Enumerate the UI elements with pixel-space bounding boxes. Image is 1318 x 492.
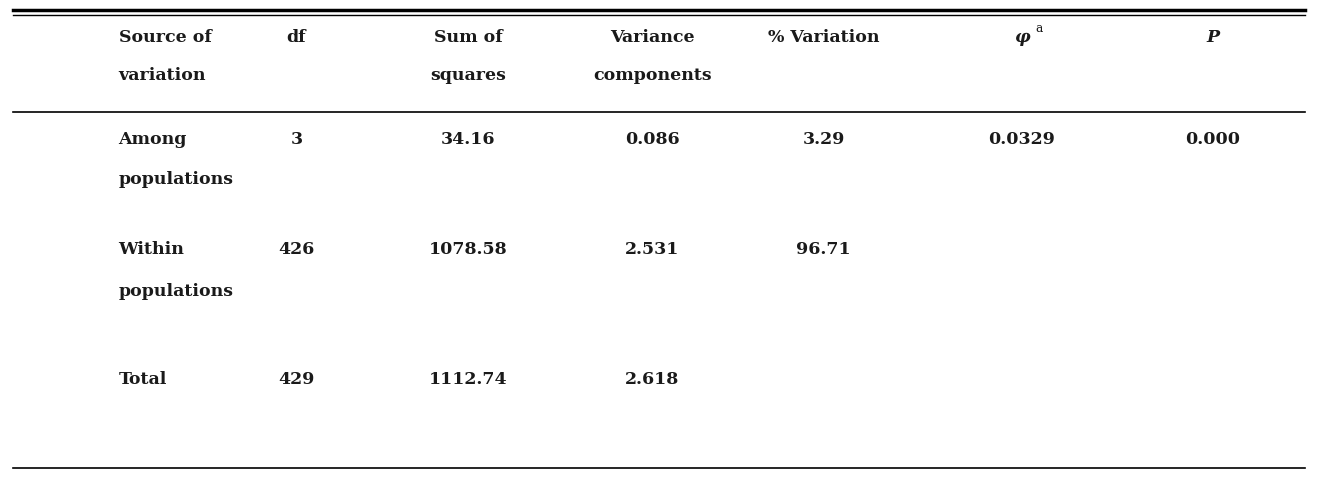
- Text: φ: φ: [1014, 30, 1029, 47]
- Text: 3: 3: [290, 131, 303, 149]
- Text: 3.29: 3.29: [803, 131, 845, 149]
- Text: Within: Within: [119, 242, 185, 258]
- Text: populations: populations: [119, 283, 233, 301]
- Text: 1112.74: 1112.74: [428, 371, 507, 389]
- Text: populations: populations: [119, 172, 233, 188]
- Text: df: df: [287, 30, 306, 47]
- Text: Sum of: Sum of: [434, 30, 502, 47]
- Text: Total: Total: [119, 371, 167, 389]
- Text: 34.16: 34.16: [440, 131, 496, 149]
- Text: Source of: Source of: [119, 30, 211, 47]
- Text: components: components: [593, 66, 712, 84]
- Text: 2.618: 2.618: [625, 371, 680, 389]
- Text: a: a: [1036, 22, 1043, 34]
- Text: 429: 429: [278, 371, 315, 389]
- Text: 0.086: 0.086: [625, 131, 680, 149]
- Text: % Variation: % Variation: [768, 30, 879, 47]
- Text: Variance: Variance: [610, 30, 695, 47]
- Text: 1078.58: 1078.58: [428, 242, 507, 258]
- Text: 0.000: 0.000: [1185, 131, 1240, 149]
- Text: Among: Among: [119, 131, 187, 149]
- Text: squares: squares: [430, 66, 506, 84]
- Text: 426: 426: [278, 242, 315, 258]
- Text: 0.0329: 0.0329: [988, 131, 1054, 149]
- Text: 96.71: 96.71: [796, 242, 851, 258]
- Text: variation: variation: [119, 66, 206, 84]
- Text: 2.531: 2.531: [625, 242, 680, 258]
- Text: P: P: [1206, 30, 1219, 47]
